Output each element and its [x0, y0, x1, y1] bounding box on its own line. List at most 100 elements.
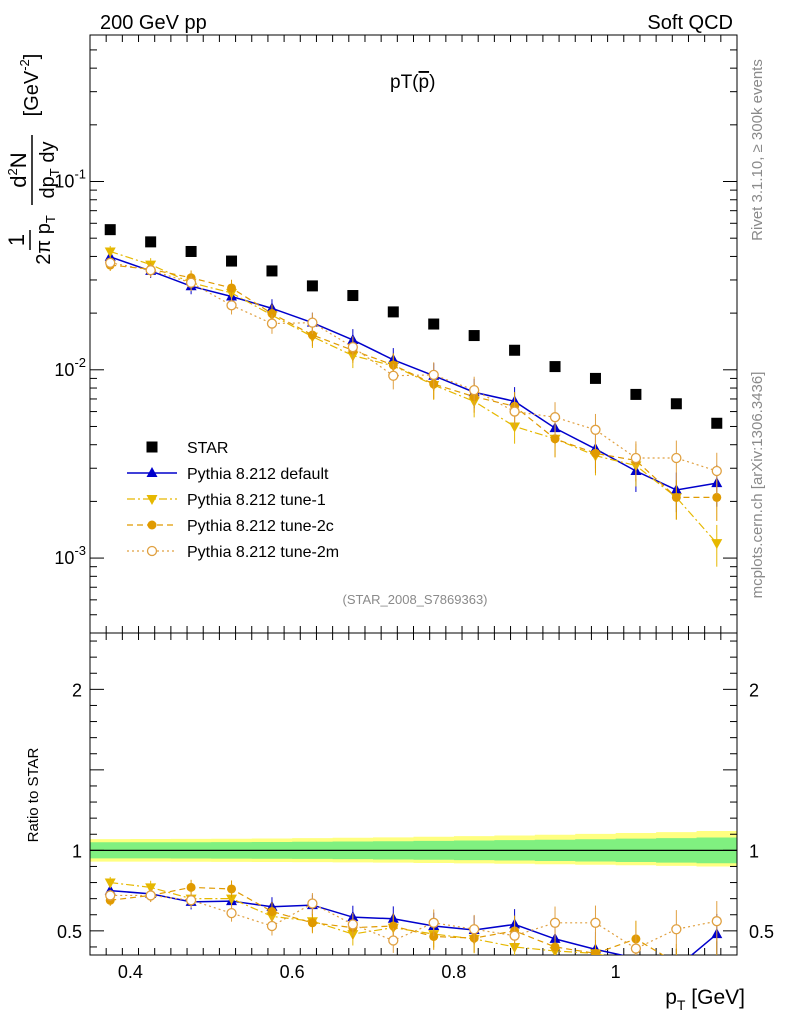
main-y-tick-label: 10-1	[54, 167, 86, 192]
x-axis-label: pT [GeV]	[665, 986, 745, 1013]
legend-marker-star	[146, 441, 158, 453]
ratio-plot-frame	[89, 632, 738, 956]
main-point-pythia-8-212-tune-2c	[590, 448, 600, 458]
main-frame: 10-3 10-2 10-1	[54, 34, 738, 634]
main-point-star	[104, 224, 116, 236]
main-line-pythia-8-212-tune-2m	[110, 262, 717, 472]
main-point-star	[145, 236, 157, 248]
main-point-pythia-8-212-tune-2m	[266, 318, 278, 329]
legend: STAR Pythia 8.212 default Pythia 8.212 tun…	[127, 440, 339, 561]
ratio-point-pythia-8-212-tune-2m	[347, 919, 358, 930]
ratio-y-tick-label-left: 0.5	[57, 922, 82, 942]
main-point-pythia-8-212-tune-2m	[105, 257, 116, 268]
ratio-frame: 0.4 0.6 0.8 1 0.5 0.5 1 1 2 2	[57, 632, 774, 982]
ratio-point-pythia-8-212-tune-2m	[145, 890, 156, 901]
ratio-point-pythia-8-212-tune-2m	[711, 916, 722, 927]
main-point-pythia-8-212-tune-2m	[711, 465, 722, 477]
ratio-point-pythia-8-212-tune-2m	[671, 924, 682, 935]
legend-marker-pythia-8-212-tune-2m	[146, 545, 158, 557]
main-point-pythia-8-212-tune-2m	[145, 265, 156, 276]
main-point-star	[387, 306, 399, 318]
main-point-star	[630, 388, 642, 400]
ratio-point-pythia-8-212-tune-2c	[186, 882, 196, 892]
ratio-point-pythia-8-212-tune-2m	[509, 930, 520, 941]
main-line-pythia-8-212-default	[109, 256, 717, 491]
main-point-pythia-8-212-tune-2m	[469, 384, 480, 396]
legend-marker-pythia-8-212-tune-1	[146, 495, 158, 505]
header-right: Soft QCD	[647, 12, 733, 34]
main-point-pythia-8-212-tune-2m	[347, 341, 358, 353]
main-point-star	[226, 255, 238, 267]
ratio-y-tick-label-right: 2	[749, 680, 759, 700]
main-point-pythia-8-212-tune-2m	[509, 406, 520, 417]
ratio-point-pythia-8-212-tune-2c	[429, 931, 439, 941]
main-point-pythia-8-212-tune-2m	[388, 370, 399, 381]
svg-text:[GeV-2]: [GeV-2]	[17, 54, 43, 117]
legend-marker-pythia-8-212-tune-2c	[147, 520, 157, 530]
main-point-star	[711, 417, 723, 429]
ratio-point-pythia-8-212-tune-2c	[227, 884, 237, 894]
ratio-point-pythia-8-212-tune-2m	[630, 943, 642, 954]
ratio-line-pythia-8-212-tune-2c	[110, 886, 665, 955]
ratio-line-pythia-8-212-default	[110, 889, 718, 955]
legend-label-pythia-8-212-tune-1: Pythia 8.212 tune-1	[187, 492, 326, 509]
main-point-star	[549, 361, 561, 373]
main-line-pythia-8-212-tune-2c	[110, 264, 717, 499]
main-point-star	[428, 318, 440, 330]
main-point-pythia-8-212-tune-2m	[590, 424, 601, 435]
x-tick-label: 0.6	[280, 962, 305, 982]
main-y-axis-label: 1 2π pT d2N dpT dy [GeV-2]	[4, 54, 62, 265]
plot-title: pT(p)	[390, 72, 435, 93]
main-point-pythia-8-212-tune-2c	[671, 492, 681, 502]
main-point-pythia-8-212-tune-2m	[185, 277, 197, 288]
x-tick-label: 0.4	[118, 962, 143, 982]
main-y-tick-label: 10-2	[54, 355, 86, 380]
main-point-star	[347, 290, 359, 302]
ratio-y-tick-label-right: 1	[749, 841, 759, 861]
ratio-point-pythia-8-212-tune-2c	[590, 948, 600, 955]
main-point-star	[306, 280, 318, 292]
x-tick-label: 0.8	[441, 962, 466, 982]
analysis-id: (STAR_2008_S7869363)	[342, 592, 487, 607]
legend-label-pythia-8-212-tune-2m: Pythia 8.212 tune-2m	[187, 544, 339, 561]
main-point-pythia-8-212-tune-2c	[307, 330, 317, 340]
main-y-tick-label: 10-3	[54, 543, 86, 568]
svg-text:d2N: d2N	[5, 152, 31, 187]
ratio-point-pythia-8-212-tune-1	[145, 883, 157, 894]
main-point-star	[185, 245, 197, 257]
main-point-star	[589, 372, 601, 384]
main-point-star	[509, 344, 521, 356]
ratio-point-pythia-8-212-tune-2m	[549, 917, 561, 928]
ratio-y-tick-label-left: 2	[72, 680, 82, 700]
main-point-pythia-8-212-tune-2m	[428, 369, 439, 381]
legend-label-pythia-8-212-default: Pythia 8.212 default	[187, 466, 329, 483]
main-point-pythia-8-212-tune-1	[711, 539, 723, 550]
ratio-uncertainty-band	[90, 831, 737, 867]
main-point-pythia-8-212-tune-2c	[267, 309, 277, 319]
ratio-point-pythia-8-212-tune-2m	[469, 924, 480, 935]
rivet-label: Rivet 3.1.10, ≥ 300k events	[749, 59, 766, 241]
ratio-point-pythia-8-212-tune-2c	[307, 918, 317, 928]
ratio-series	[104, 876, 723, 955]
svg-text:1: 1	[4, 234, 29, 246]
mcplots-label: mcplots.cern.ch [arXiv:1306.3436]	[749, 372, 766, 599]
main-point-star	[670, 398, 682, 410]
ratio-point-pythia-8-212-tune-2c	[267, 907, 277, 917]
main-point-pythia-8-212-tune-2m	[549, 412, 561, 423]
main-point-pythia-8-212-tune-1	[104, 247, 116, 258]
ratio-point-pythia-8-212-tune-2m	[226, 907, 237, 919]
ratio-point-pythia-8-212-tune-1	[226, 894, 238, 905]
main-point-pythia-8-212-tune-2m	[671, 452, 682, 464]
ratio-point-pythia-8-212-tune-1	[104, 878, 116, 889]
ratio-point-pythia-8-212-tune-2m	[105, 890, 116, 901]
ratio-point-pythia-8-212-tune-2m	[266, 920, 278, 932]
main-series	[104, 224, 723, 567]
main-point-pythia-8-212-tune-2c	[712, 492, 722, 502]
main-point-pythia-8-212-tune-2c	[550, 434, 560, 444]
ratio-y-axis-label: Ratio to STAR	[25, 747, 42, 842]
main-point-pythia-8-212-tune-2m	[307, 317, 318, 328]
legend-label-star: STAR	[187, 440, 228, 457]
main-point-pythia-8-212-tune-2m	[630, 452, 642, 464]
main-line-pythia-8-212-tune-1	[110, 250, 718, 544]
